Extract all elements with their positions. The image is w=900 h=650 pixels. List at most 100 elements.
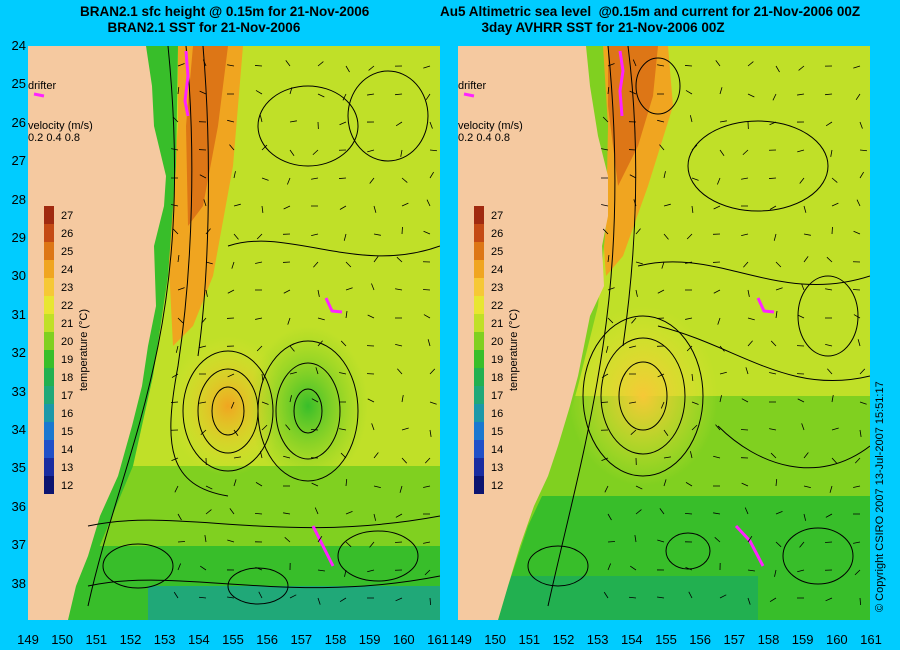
colorbar-left-tick-22: 22 — [61, 300, 73, 312]
left-vector — [289, 594, 297, 599]
right-vector — [657, 596, 665, 599]
left-vector — [201, 317, 207, 324]
left-vector — [171, 148, 179, 151]
colorbar-right-tick-19: 19 — [491, 354, 503, 366]
left-vector — [344, 569, 347, 577]
left-vector — [171, 373, 179, 378]
left-vector — [174, 485, 179, 493]
left-vector — [284, 537, 291, 543]
lon-right-tick-161: 161 — [860, 632, 882, 647]
right-vector — [657, 539, 665, 543]
colorbar-right-swatch-27 — [474, 206, 484, 224]
left-vector — [171, 457, 179, 462]
right-vector — [831, 177, 838, 183]
left-vector — [401, 202, 409, 207]
colorbar-left-swatch-13 — [44, 458, 54, 476]
left-vector — [429, 597, 432, 606]
colorbar-right-tick-24: 24 — [491, 264, 503, 276]
right-vector — [797, 569, 805, 573]
colorbar-left-swatch-24 — [44, 260, 54, 278]
right-vector — [747, 597, 751, 605]
right-vector — [635, 509, 642, 515]
right-vector — [685, 567, 693, 571]
left-vector — [373, 233, 381, 236]
right-vector — [719, 120, 727, 123]
left-vector — [429, 429, 432, 437]
right-title-line2: 3day AVHRR SST for 21-Nov-2006 00Z — [481, 20, 725, 35]
left-vector — [311, 398, 319, 403]
right-vector — [803, 513, 807, 521]
left-vector — [256, 233, 263, 240]
lon-right-tick-155: 155 — [655, 632, 677, 647]
left-vector — [200, 429, 207, 435]
right-vector — [691, 401, 699, 405]
right-vector — [772, 93, 777, 101]
right-vector — [689, 115, 693, 123]
right-vector — [602, 116, 609, 123]
left-map-panel: 27 26 25 24 23 22 21 20 19 18 17 16 15 14 13 12 drifter… — [28, 46, 440, 620]
left-vector — [373, 485, 381, 488]
right-vector — [607, 86, 610, 95]
left-vector — [283, 512, 291, 515]
right-vector — [775, 511, 783, 515]
left-vector — [345, 65, 350, 73]
right-vector — [797, 93, 805, 96]
colorbar-left-tick-13: 13 — [61, 462, 73, 474]
right-vector — [853, 485, 861, 488]
right-vector — [770, 340, 777, 347]
left-vector — [233, 171, 236, 179]
left-vector — [177, 541, 186, 543]
right-vector — [719, 149, 725, 156]
right-vector — [797, 398, 805, 403]
left-vector — [229, 508, 235, 515]
lon-left-tick-161: 161 — [427, 632, 449, 647]
right-vector — [827, 368, 833, 375]
lon-right-tick-151: 151 — [518, 632, 541, 647]
left-vector — [205, 228, 211, 235]
right-vector — [859, 171, 864, 179]
left-vector — [286, 177, 291, 185]
left-vector — [345, 287, 353, 291]
right-vector — [715, 60, 721, 67]
lon-right-tick-152: 152 — [552, 632, 575, 647]
right-vector — [859, 149, 868, 152]
left-vector — [423, 65, 431, 69]
left-vector — [395, 513, 403, 518]
right-vector — [663, 233, 669, 240]
left-vector — [283, 289, 291, 294]
right-vector — [741, 177, 749, 180]
east-australian-current-core — [186, 46, 228, 226]
colorbar-right-tick-18: 18 — [491, 372, 503, 384]
cold-core-eddy — [248, 326, 368, 486]
lat-tick-35: 35 — [11, 460, 26, 476]
left-vector — [429, 121, 433, 129]
left-vector — [373, 513, 377, 521]
left-vector — [177, 63, 185, 67]
lat-tick-27: 27 — [11, 153, 26, 169]
right-vector — [713, 205, 721, 210]
right-vector — [601, 204, 609, 207]
right-vector — [775, 261, 782, 268]
right-vector — [629, 401, 637, 404]
right-vector — [629, 90, 637, 95]
velocity-legend-scale: 0.2 0.4 0.8 — [458, 132, 510, 144]
left-vector — [289, 371, 297, 375]
left-vector — [177, 86, 180, 95]
left-vector — [233, 233, 239, 240]
right-vector — [797, 314, 805, 319]
left-current-vectors — [170, 59, 438, 606]
left-vector — [177, 287, 185, 291]
right-vector — [831, 395, 834, 403]
left-vector — [261, 177, 269, 181]
right-vector — [630, 429, 637, 435]
colorbar-left-swatch-26 — [44, 224, 54, 242]
right-vector — [659, 508, 665, 515]
colorbar-right-swatch-17 — [474, 386, 484, 404]
left-vector — [317, 340, 323, 347]
left-vector — [227, 119, 235, 123]
left-vector — [401, 177, 408, 183]
right-vector — [799, 177, 805, 184]
left-vector — [255, 317, 263, 320]
lon-right-tick-153: 153 — [586, 632, 609, 647]
right-vector — [803, 256, 809, 263]
